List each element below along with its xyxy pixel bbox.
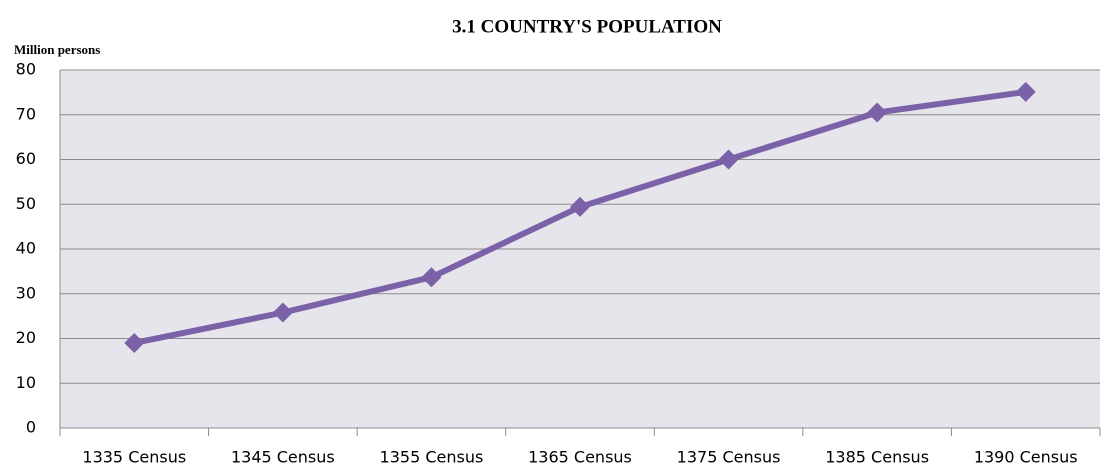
y-tick-label: 10 [16,373,36,392]
y-tick-label: 40 [16,239,36,258]
y-tick-label: 30 [16,283,36,302]
marker [1015,81,1036,102]
y-tick-label: 20 [16,328,36,347]
marker [124,332,145,353]
x-tick-label: 1375 Census [677,448,781,467]
x-tick-label: 1355 Census [380,448,484,467]
marker [867,102,888,123]
marker [718,149,739,170]
y-tick-label: 60 [16,149,36,168]
x-tick-label: 1335 Census [82,448,186,467]
chart-title: 3.1 COUNTRY'S POPULATION [452,16,722,37]
x-tick-label: 1385 Census [825,448,929,467]
x-tick-label: 1390 Census [974,448,1078,467]
marker [272,302,293,323]
y-tick-label: 70 [16,104,36,123]
y-tick-label: 0 [26,418,36,437]
marker [421,267,442,288]
y-axis-label: Million persons [14,42,100,57]
y-tick-label: 80 [16,60,36,79]
y-tick-label: 50 [16,194,36,213]
x-tick-label: 1345 Census [231,448,335,467]
x-tick-label: 1365 Census [528,448,632,467]
marker [570,196,590,217]
